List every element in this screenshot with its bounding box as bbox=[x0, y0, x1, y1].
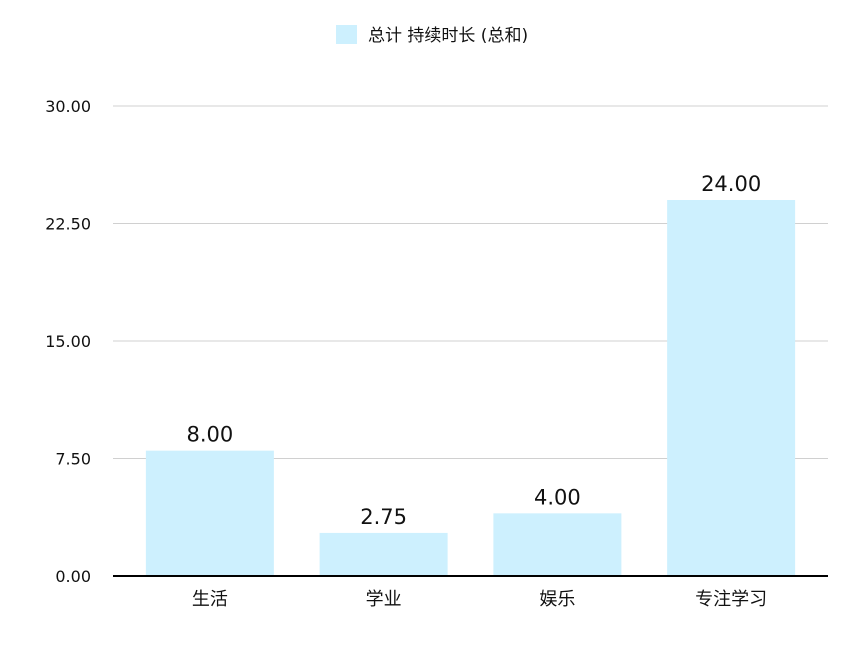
bars bbox=[145, 200, 796, 576]
data-labels: 8.00 2.75 4.00 24.00 bbox=[186, 172, 761, 529]
y-tick-label: 22.50 bbox=[45, 215, 91, 234]
y-tick-label: 0.00 bbox=[55, 567, 91, 586]
y-tick-label: 7.50 bbox=[55, 450, 91, 469]
data-label: 4.00 bbox=[534, 485, 581, 509]
bar bbox=[319, 532, 448, 576]
y-tick-label: 15.00 bbox=[45, 332, 91, 351]
x-category-label: 专注学习 bbox=[695, 589, 767, 610]
legend: 总计 持续时长 (总和) bbox=[336, 25, 528, 46]
data-label: 24.00 bbox=[701, 172, 761, 196]
y-tick-label: 30.00 bbox=[45, 97, 91, 116]
x-category-label: 学业 bbox=[366, 589, 402, 610]
bar bbox=[667, 200, 796, 576]
bar bbox=[493, 513, 622, 576]
legend-swatch bbox=[336, 25, 357, 44]
x-category-label: 生活 bbox=[192, 589, 228, 610]
x-axis-categories: 生活 学业 娱乐 专注学习 bbox=[192, 589, 767, 610]
data-label: 8.00 bbox=[186, 423, 233, 447]
legend-label: 总计 持续时长 (总和) bbox=[368, 26, 528, 46]
data-label: 2.75 bbox=[360, 505, 407, 529]
x-category-label: 娱乐 bbox=[539, 589, 575, 610]
y-axis-ticks: 0.00 7.50 15.00 22.50 30.00 bbox=[45, 97, 91, 586]
bar bbox=[145, 450, 274, 576]
